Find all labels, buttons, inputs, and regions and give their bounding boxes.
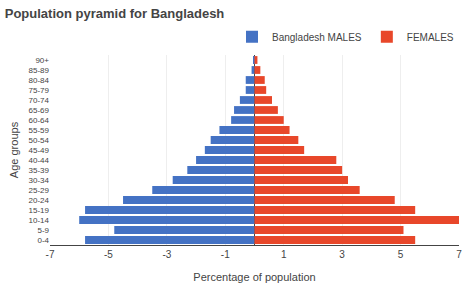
svg-text:-7: -7 <box>46 249 55 260</box>
svg-text:Bangladesh MALES: Bangladesh MALES <box>272 32 362 43</box>
svg-text:Percentage of population: Percentage of population <box>193 271 315 283</box>
svg-text:50-54: 50-54 <box>29 136 50 145</box>
svg-text:20-24: 20-24 <box>29 196 50 205</box>
svg-text:1: 1 <box>281 249 287 260</box>
svg-text:7: 7 <box>456 249 462 260</box>
svg-text:15-19: 15-19 <box>29 206 50 215</box>
svg-text:-1: -1 <box>221 249 230 260</box>
svg-text:Age groups: Age groups <box>8 121 20 178</box>
svg-text:75-79: 75-79 <box>29 86 50 95</box>
svg-text:90+: 90+ <box>35 56 49 65</box>
svg-text:35-39: 35-39 <box>29 166 50 175</box>
svg-text:5-9: 5-9 <box>37 226 49 235</box>
svg-text:0-4: 0-4 <box>37 236 49 245</box>
svg-text:70-74: 70-74 <box>29 96 50 105</box>
svg-text:40-44: 40-44 <box>29 156 50 165</box>
svg-text:FEMALES: FEMALES <box>407 32 454 43</box>
svg-text:30-34: 30-34 <box>29 176 50 185</box>
svg-text:-5: -5 <box>104 249 113 260</box>
svg-text:65-69: 65-69 <box>29 106 50 115</box>
svg-text:25-29: 25-29 <box>29 186 50 195</box>
svg-text:55-59: 55-59 <box>29 126 50 135</box>
svg-text:10-14: 10-14 <box>29 216 50 225</box>
svg-text:3: 3 <box>339 249 345 260</box>
svg-text:45-49: 45-49 <box>29 146 50 155</box>
svg-text:5: 5 <box>398 249 404 260</box>
svg-text:85-89: 85-89 <box>29 66 50 75</box>
svg-text:80-84: 80-84 <box>29 76 50 85</box>
svg-text:60-64: 60-64 <box>29 116 50 125</box>
svg-text:-3: -3 <box>162 249 171 260</box>
svg-text:Population pyramid for Banglad: Population pyramid for Bangladesh <box>5 6 225 21</box>
